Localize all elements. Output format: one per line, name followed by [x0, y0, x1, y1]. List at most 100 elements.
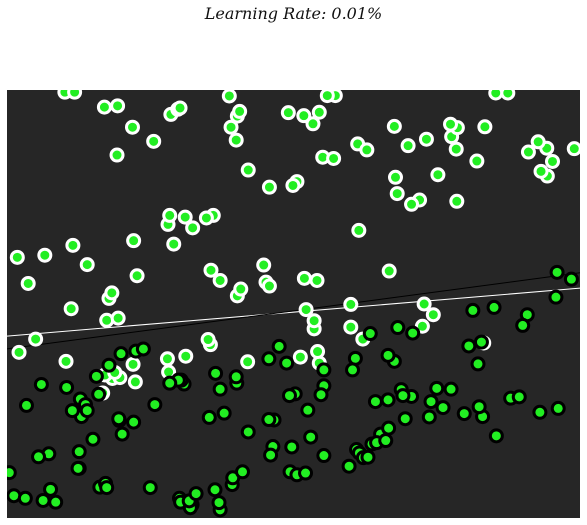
- data-point-black-ring: [548, 289, 564, 305]
- data-point-white-ring: [359, 142, 375, 158]
- data-point-white-ring: [343, 319, 359, 335]
- data-point-white-ring: [129, 268, 145, 284]
- data-point-black-ring: [284, 439, 300, 455]
- data-point-white-ring: [232, 103, 248, 119]
- data-point-black-ring: [471, 399, 487, 415]
- data-point-black-ring: [70, 460, 86, 476]
- data-point-white-ring: [223, 119, 239, 135]
- data-point-black-ring: [17, 490, 33, 506]
- data-point-white-ring: [261, 278, 277, 294]
- data-point-white-ring: [63, 301, 79, 317]
- data-point-white-ring: [449, 193, 465, 209]
- data-point-white-ring: [125, 356, 141, 372]
- data-point-white-ring: [28, 331, 44, 347]
- data-point-black-ring: [126, 414, 142, 430]
- data-point-black-ring: [341, 458, 357, 474]
- data-point-black-ring: [405, 325, 421, 341]
- data-point-white-ring: [381, 263, 397, 279]
- data-point-white-ring: [414, 318, 430, 334]
- data-point-black-ring: [550, 400, 566, 416]
- data-point-white-ring: [418, 131, 434, 147]
- data-point-white-ring: [520, 144, 536, 160]
- data-point-black-ring: [281, 388, 297, 404]
- data-point-black-ring: [549, 264, 565, 280]
- data-point-white-ring: [326, 150, 342, 166]
- data-point-black-ring: [208, 365, 224, 381]
- data-point-white-ring: [292, 349, 308, 365]
- data-point-black-ring: [162, 375, 178, 391]
- data-point-black-ring: [235, 464, 251, 480]
- data-point-white-ring: [256, 257, 272, 273]
- data-point-black-ring: [515, 317, 531, 333]
- data-point-white-ring: [404, 196, 420, 212]
- data-point-black-ring: [261, 412, 277, 428]
- data-point-black-ring: [470, 356, 486, 372]
- data-point-black-ring: [147, 397, 163, 413]
- data-point-black-ring: [88, 368, 104, 384]
- data-point-black-ring: [114, 426, 130, 442]
- data-point-black-ring: [380, 347, 396, 363]
- data-point-black-ring: [216, 405, 232, 421]
- data-point-black-ring: [298, 465, 314, 481]
- data-point-black-ring: [71, 444, 87, 460]
- data-point-black-ring: [85, 431, 101, 447]
- data-point-white-ring: [351, 222, 367, 238]
- data-point-white-ring: [127, 374, 143, 390]
- data-point-white-ring: [212, 272, 228, 288]
- data-point-black-ring: [429, 380, 445, 396]
- data-point-white-ring: [386, 118, 402, 134]
- data-point-white-ring: [126, 233, 142, 249]
- data-point-black-ring: [111, 411, 127, 427]
- data-point-white-ring: [124, 119, 140, 135]
- data-point-black-ring: [360, 449, 376, 465]
- data-point-white-ring: [280, 105, 296, 121]
- data-point-white-ring: [387, 169, 403, 185]
- data-point-white-ring: [488, 90, 504, 101]
- data-point-white-ring: [448, 141, 464, 157]
- data-point-white-ring: [416, 296, 432, 312]
- data-point-black-ring: [473, 334, 489, 350]
- data-point-white-ring: [221, 90, 237, 104]
- data-point-white-ring: [311, 104, 327, 120]
- data-point-black-ring: [461, 338, 477, 354]
- data-point-black-ring: [300, 402, 316, 418]
- data-point-white-ring: [11, 344, 27, 360]
- boundary-line-2: [7, 272, 580, 350]
- data-point-white-ring: [309, 272, 325, 288]
- data-point-black-ring: [367, 394, 383, 410]
- data-point-white-ring: [469, 153, 485, 169]
- data-point-white-ring: [58, 353, 74, 369]
- data-point-white-ring: [198, 210, 214, 226]
- data-point-white-ring: [544, 153, 560, 169]
- data-point-white-ring: [389, 186, 405, 202]
- data-point-white-ring: [319, 90, 335, 104]
- data-point-white-ring: [185, 220, 201, 236]
- data-point-white-ring: [172, 100, 188, 116]
- data-point-white-ring: [306, 313, 322, 329]
- data-point-white-ring: [96, 99, 112, 115]
- data-point-black-ring: [101, 357, 117, 373]
- data-point-white-ring: [109, 147, 125, 163]
- data-point-white-ring: [285, 177, 301, 193]
- data-point-white-ring: [425, 307, 441, 323]
- data-point-white-ring: [261, 179, 277, 195]
- data-point-black-ring: [390, 320, 406, 336]
- data-point-white-ring: [99, 312, 115, 328]
- data-point-white-ring: [9, 249, 25, 265]
- data-point-black-ring: [7, 465, 17, 481]
- data-point-white-ring: [177, 209, 193, 225]
- data-point-white-ring: [203, 262, 219, 278]
- data-point-white-ring: [566, 141, 580, 157]
- data-point-black-ring: [303, 429, 319, 445]
- data-point-black-ring: [188, 486, 204, 502]
- data-point-black-ring: [43, 481, 59, 497]
- data-point-black-ring: [397, 411, 413, 427]
- data-point-white-ring: [296, 108, 312, 124]
- data-point-black-ring: [316, 448, 332, 464]
- data-point-black-ring: [240, 424, 256, 440]
- data-point-white-ring: [104, 285, 120, 301]
- data-point-white-ring: [20, 275, 36, 291]
- data-point-white-ring: [296, 270, 312, 286]
- data-point-black-ring: [271, 338, 287, 354]
